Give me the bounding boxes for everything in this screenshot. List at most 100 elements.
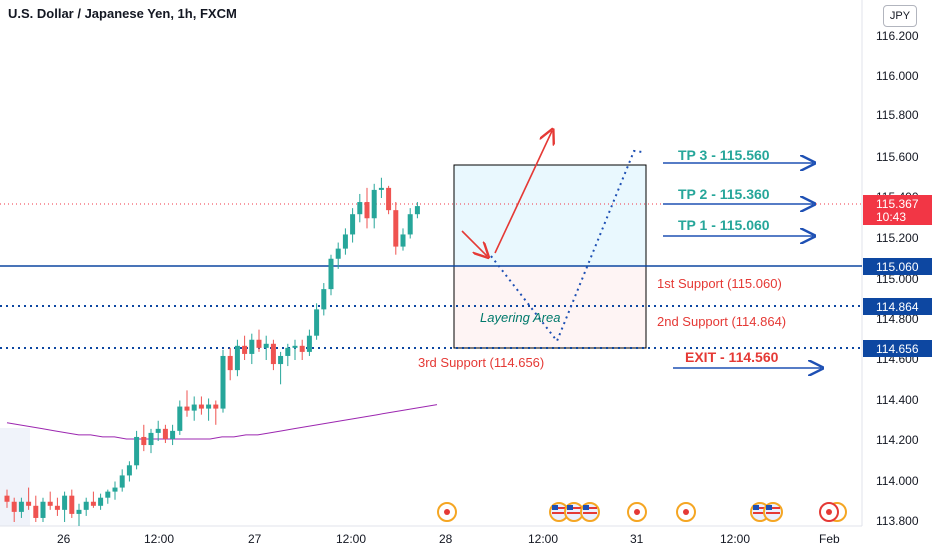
- candle[interactable]: [105, 489, 111, 504]
- candle[interactable]: [11, 497, 17, 522]
- candle[interactable]: [170, 424, 176, 446]
- candle[interactable]: [141, 424, 147, 452]
- candle-body: [386, 187, 392, 211]
- event-flag-icon[interactable]: [437, 502, 457, 522]
- currency-button[interactable]: JPY: [883, 5, 917, 27]
- candle-body: [263, 343, 269, 348]
- support-3-label[interactable]: 3rd Support (114.656): [418, 355, 544, 370]
- candle[interactable]: [155, 420, 161, 441]
- event-icons[interactable]: [437, 502, 847, 522]
- candle[interactable]: [162, 424, 168, 444]
- price-label: 115.000: [876, 272, 919, 286]
- candle[interactable]: [335, 242, 341, 269]
- candle[interactable]: [306, 329, 312, 356]
- candle[interactable]: [364, 187, 370, 229]
- us-flag-icon[interactable]: [763, 502, 783, 522]
- candle[interactable]: [33, 495, 39, 522]
- candle[interactable]: [184, 390, 190, 417]
- candle[interactable]: [321, 283, 327, 316]
- support-2-label[interactable]: 2nd Support (114.864): [657, 314, 786, 329]
- candle[interactable]: [378, 177, 384, 198]
- price-label: 116.000: [876, 69, 919, 83]
- layering-label[interactable]: Layering Area: [480, 310, 560, 325]
- event-flag-icon[interactable]: [819, 502, 839, 522]
- candle-body: [242, 345, 248, 354]
- candle[interactable]: [69, 489, 75, 518]
- candle[interactable]: [371, 183, 377, 229]
- candle[interactable]: [350, 208, 356, 243]
- price-axis[interactable]: 116.200 116.000 115.800 115.600 115.400 …: [876, 29, 919, 528]
- candle-body: [33, 505, 39, 518]
- candle[interactable]: [191, 396, 197, 421]
- candle[interactable]: [400, 228, 406, 251]
- candle[interactable]: [234, 339, 240, 377]
- candle-body: [98, 497, 104, 506]
- candle[interactable]: [76, 503, 82, 527]
- candle[interactable]: [285, 343, 291, 367]
- candle[interactable]: [328, 254, 334, 296]
- exit-label[interactable]: EXIT - 114.560: [685, 349, 779, 365]
- candle[interactable]: [314, 303, 320, 340]
- candle[interactable]: [198, 396, 204, 415]
- candle[interactable]: [119, 469, 125, 492]
- time-axis[interactable]: 26 12:00 27 12:00 28 12:00 31 12:00 Feb: [57, 532, 840, 546]
- us-flag-icon[interactable]: [580, 502, 600, 522]
- candle[interactable]: [26, 487, 32, 510]
- arrow-up-red[interactable]: [494, 131, 552, 254]
- candle[interactable]: [414, 202, 420, 219]
- tp1-label[interactable]: TP 1 - 115.060: [678, 217, 770, 233]
- candle[interactable]: [407, 208, 413, 239]
- candle-body: [112, 487, 118, 492]
- candle[interactable]: [90, 491, 96, 508]
- current-price-tag[interactable]: 115.367 10:43: [863, 195, 932, 225]
- arrow-down-red[interactable]: [461, 230, 487, 256]
- time-label: 12:00: [528, 532, 558, 546]
- candle[interactable]: [256, 329, 262, 352]
- candle[interactable]: [62, 491, 68, 522]
- price-tag-114864[interactable]: 114.864: [863, 298, 932, 315]
- candle[interactable]: [393, 202, 399, 255]
- candle[interactable]: [47, 491, 53, 510]
- candle[interactable]: [177, 400, 183, 435]
- candle[interactable]: [134, 430, 140, 470]
- candle[interactable]: [342, 228, 348, 255]
- candle[interactable]: [54, 497, 60, 516]
- candles-group[interactable]: [4, 177, 420, 527]
- candle[interactable]: [220, 349, 226, 413]
- candle[interactable]: [278, 351, 284, 385]
- candle[interactable]: [213, 400, 219, 425]
- tp3-label[interactable]: TP 3 - 115.560: [678, 147, 770, 163]
- candle[interactable]: [249, 333, 255, 365]
- candle[interactable]: [292, 339, 298, 360]
- event-flag-icon[interactable]: [676, 502, 696, 522]
- projection-path[interactable]: [490, 149, 643, 343]
- candle[interactable]: [263, 335, 269, 360]
- candle[interactable]: [112, 481, 118, 500]
- candle[interactable]: [242, 335, 248, 360]
- candle[interactable]: [4, 489, 10, 508]
- candle[interactable]: [98, 493, 104, 510]
- layering-zone[interactable]: [453, 265, 647, 349]
- candle[interactable]: [299, 339, 305, 360]
- candle[interactable]: [386, 185, 392, 215]
- us-flag-icon[interactable]: [549, 502, 569, 522]
- moving-average-line[interactable]: [6, 404, 438, 440]
- candle[interactable]: [148, 428, 154, 454]
- candle[interactable]: [126, 461, 132, 482]
- support-1-label[interactable]: 1st Support (115.060): [657, 276, 782, 291]
- candle[interactable]: [40, 497, 46, 522]
- price-label: 113.800: [876, 514, 919, 528]
- candle[interactable]: [270, 339, 276, 371]
- candle[interactable]: [206, 398, 212, 421]
- candle[interactable]: [18, 497, 24, 518]
- candle[interactable]: [227, 347, 233, 381]
- candle[interactable]: [83, 497, 89, 516]
- tp2-label[interactable]: TP 2 - 115.360: [678, 186, 770, 202]
- event-flag-icon[interactable]: [627, 502, 647, 522]
- candle[interactable]: [357, 193, 363, 223]
- price-tag-115060[interactable]: 115.060: [863, 258, 932, 275]
- candle-body: [18, 501, 24, 512]
- price-tag-114656[interactable]: 114.656: [863, 340, 932, 357]
